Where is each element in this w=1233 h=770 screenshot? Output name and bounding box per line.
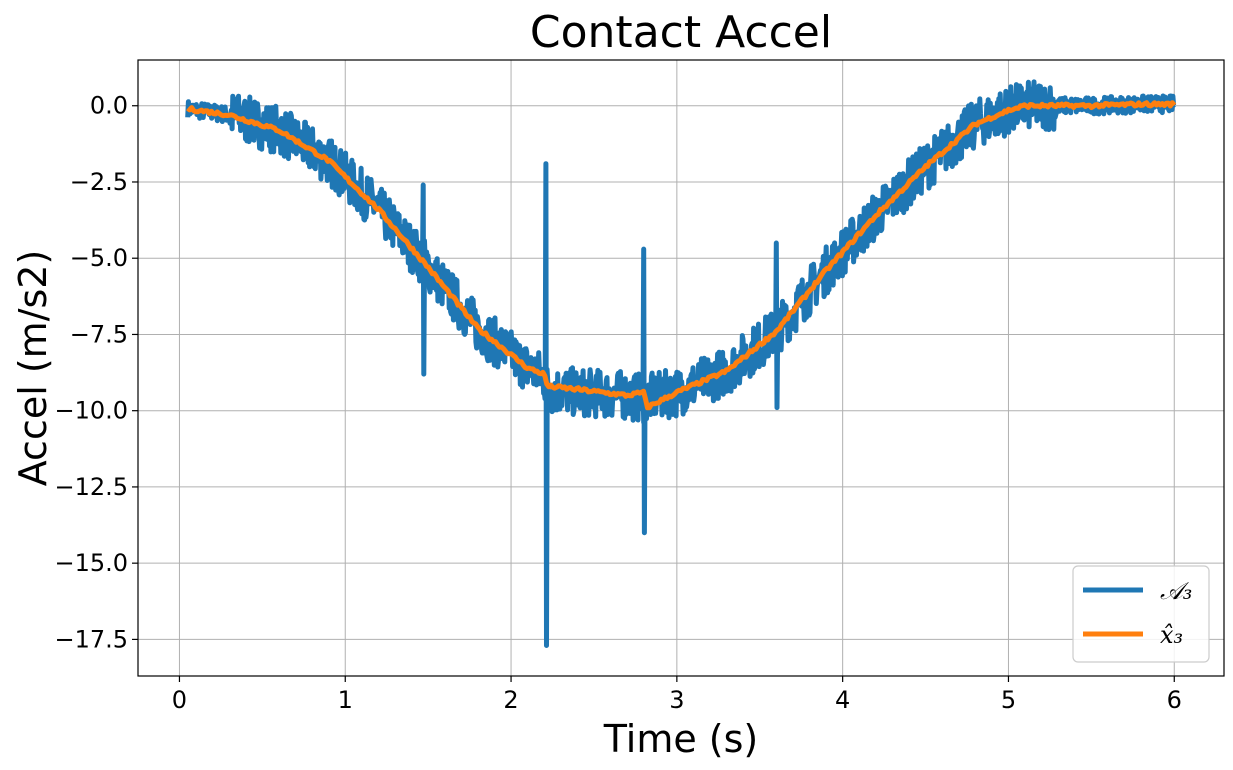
grid bbox=[138, 60, 1224, 676]
legend: 𝒜₃ x̂₃ bbox=[1072, 565, 1210, 663]
series-layer bbox=[185, 79, 1177, 648]
y-tick-label: 0.0 bbox=[90, 92, 128, 120]
x-axis: 0 1 2 3 4 5 6 bbox=[172, 676, 1182, 714]
y-tick-label: −5.0 bbox=[70, 244, 128, 272]
plot-frame bbox=[137, 59, 1225, 677]
y-axis-label: Accel (m/s2) bbox=[11, 250, 55, 487]
legend-label-estimate: x̂₃ bbox=[1160, 621, 1183, 649]
x-tick-label: 5 bbox=[1001, 686, 1016, 714]
y-tick-label: −2.5 bbox=[70, 168, 128, 196]
legend-label-accel: 𝒜₃ bbox=[1160, 577, 1192, 605]
y-tick-label: −10.0 bbox=[54, 397, 128, 425]
x-tick-label: 3 bbox=[669, 686, 684, 714]
chart-title: Contact Accel bbox=[530, 7, 832, 58]
series-line-estimate bbox=[186, 100, 1177, 411]
x-tick-label: 6 bbox=[1167, 686, 1182, 714]
y-tick-label: −15.0 bbox=[54, 549, 128, 577]
x-axis-label: Time (s) bbox=[603, 717, 759, 761]
y-tick-label: −12.5 bbox=[54, 473, 128, 501]
x-tick-label: 2 bbox=[503, 686, 518, 714]
x-tick-label: 0 bbox=[172, 686, 187, 714]
series-line-accel bbox=[185, 79, 1177, 648]
y-tick-label: −7.5 bbox=[70, 320, 128, 348]
y-tick-label: −17.5 bbox=[54, 625, 128, 653]
x-tick-label: 4 bbox=[835, 686, 850, 714]
y-axis: 0.0 −2.5 −5.0 −7.5 −10.0 −12.5 −15.0 −17.5 bbox=[54, 92, 138, 653]
x-tick-label: 1 bbox=[338, 686, 353, 714]
